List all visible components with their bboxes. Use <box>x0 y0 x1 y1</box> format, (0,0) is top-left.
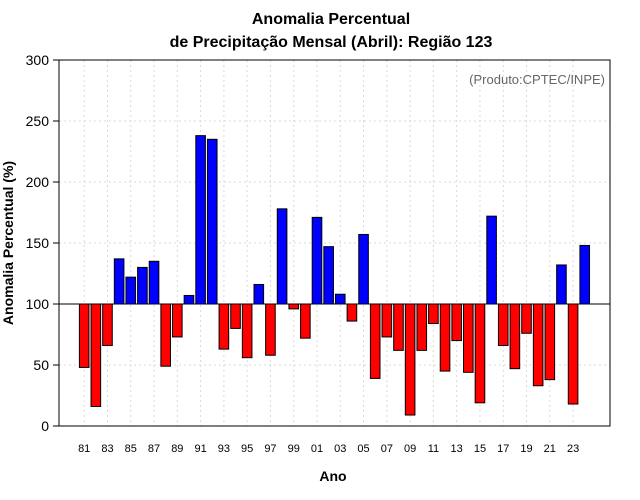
bar-96 <box>253 283 265 305</box>
y-tick-label-100: 100 <box>26 296 50 312</box>
bar-81 <box>78 303 90 368</box>
bar-94 <box>230 303 241 329</box>
bar-02 <box>323 246 334 305</box>
y-axis: 0 50 100 150 200 250 300 <box>26 52 59 434</box>
x-axis-label: Ano <box>319 468 346 484</box>
bars <box>78 135 591 416</box>
bar-08 <box>393 303 404 351</box>
bar-22 <box>556 264 567 305</box>
x-tick-label-21: 21 <box>544 443 556 455</box>
bar-03 <box>334 293 346 305</box>
bar-90 <box>183 294 195 305</box>
x-tick-label-05: 05 <box>357 443 369 455</box>
bar-15 <box>474 303 486 404</box>
bar-87 <box>148 260 160 305</box>
bar-88 <box>160 303 171 367</box>
y-tick-label-300: 300 <box>26 52 50 68</box>
bar-01 <box>311 216 323 305</box>
bar-99 <box>288 303 300 310</box>
x-tick-label-89: 89 <box>171 443 183 455</box>
x-tick-label-07: 07 <box>381 443 393 455</box>
bar-13 <box>451 303 462 342</box>
chart-title-line2: de Precipitação Mensal (Abril): Região 1… <box>170 34 493 51</box>
x-tick-label-93: 93 <box>218 443 230 455</box>
x-tick-label-87: 87 <box>148 443 160 455</box>
bar-24 <box>579 244 591 305</box>
x-tick-label-15: 15 <box>474 443 486 455</box>
x-tick-label-97: 97 <box>264 443 276 455</box>
x-tick-label-09: 09 <box>404 443 416 455</box>
bar-12 <box>439 303 451 372</box>
x-axis: 81 83 85 87 89 91 93 95 97 99 01 03 05 07 09 11 13 15 17 19… <box>78 443 579 455</box>
x-tick-label-17: 17 <box>497 443 509 455</box>
bar-10 <box>416 303 428 351</box>
bar-20 <box>532 303 544 387</box>
y-tick-label-150: 150 <box>26 235 50 251</box>
bar-06 <box>369 303 381 379</box>
bar-92 <box>206 138 218 305</box>
bar-11 <box>428 303 439 325</box>
bar-21 <box>544 303 556 381</box>
bar-17 <box>497 303 509 346</box>
bar-23 <box>567 303 579 405</box>
y-tick-label-250: 250 <box>26 113 50 129</box>
y-tick-label-200: 200 <box>26 174 50 190</box>
bar-04 <box>346 303 358 322</box>
y-tick-label-50: 50 <box>33 357 49 373</box>
bar-18 <box>509 303 521 370</box>
x-tick-label-95: 95 <box>241 443 253 455</box>
bar-82 <box>90 303 102 407</box>
bar-97 <box>265 303 276 356</box>
bar-16 <box>486 215 497 305</box>
bar-91 <box>195 135 206 305</box>
bar-86 <box>137 266 148 305</box>
y-tick-label-0: 0 <box>41 418 49 434</box>
grid <box>59 60 610 426</box>
x-tick-label-13: 13 <box>451 443 463 455</box>
bar-93 <box>218 303 230 350</box>
y-axis-label: Anomalia Percentual (%) <box>0 161 16 325</box>
bar-83 <box>102 303 113 346</box>
x-tick-label-81: 81 <box>78 443 90 455</box>
bar-05 <box>358 233 369 305</box>
x-tick-label-91: 91 <box>194 443 206 455</box>
bar-89 <box>172 303 183 338</box>
x-tick-label-83: 83 <box>101 443 113 455</box>
chart-title-line1: Anomalia Percentual <box>252 11 410 28</box>
x-tick-label-23: 23 <box>567 443 579 455</box>
x-tick-label-99: 99 <box>288 443 300 455</box>
x-tick-label-19: 19 <box>520 443 532 455</box>
x-tick-label-03: 03 <box>334 443 346 455</box>
bar-07 <box>381 303 393 338</box>
bar-98 <box>276 208 288 305</box>
x-tick-label-01: 01 <box>311 443 323 455</box>
bar-00 <box>300 303 311 339</box>
bar-85 <box>125 276 137 305</box>
x-tick-label-11: 11 <box>428 443 439 455</box>
x-tick-label-85: 85 <box>125 443 137 455</box>
bar-14 <box>463 303 474 373</box>
bar-09 <box>404 303 416 416</box>
bar-95 <box>241 303 253 359</box>
source-note: (Produto:CPTEC/INPE) <box>469 72 605 87</box>
bar-19 <box>521 303 532 334</box>
bar-84 <box>113 258 125 305</box>
